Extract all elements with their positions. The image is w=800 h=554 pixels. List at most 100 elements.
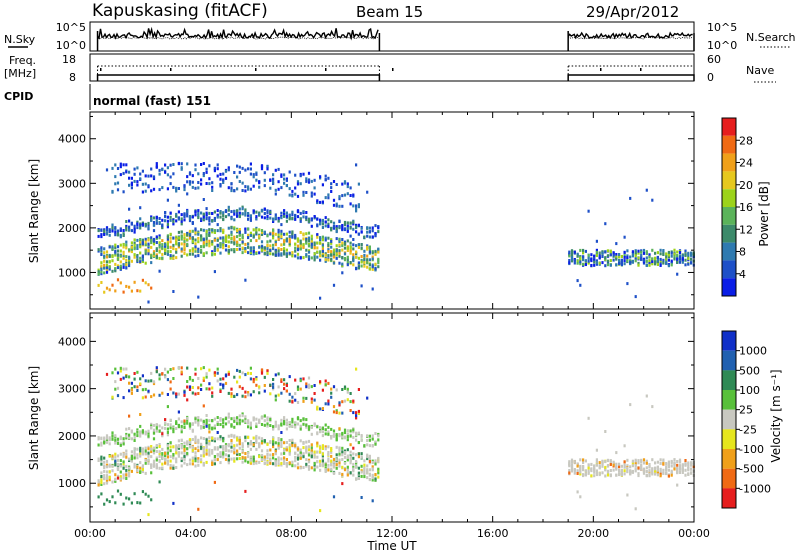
velocity-echo-cell <box>175 447 178 450</box>
velocity-echo-cell <box>144 492 147 496</box>
velocity-echo-cell <box>355 431 358 435</box>
power-echo-cell <box>155 219 158 223</box>
velocity-echo-cell <box>335 458 338 462</box>
velocity-echo-cell <box>341 446 344 450</box>
power-echo-cell <box>310 242 313 246</box>
power-echo-cell <box>687 253 690 257</box>
power-echo-cell <box>637 261 640 265</box>
power-echo-cell <box>280 252 283 256</box>
velocity-echo-cell <box>144 431 147 435</box>
velocity-echo-cell <box>139 413 142 416</box>
velocity-echo-cell <box>103 469 106 473</box>
velocity-echo-cell <box>615 462 618 466</box>
velocity-echo-cell <box>133 372 136 375</box>
power-echo-cell <box>637 251 640 255</box>
velocity-echo-cell <box>313 468 316 472</box>
velocity-echo-cell <box>227 370 230 374</box>
freq-panel: Freq. [MHz] 18 8 60 0 Nave <box>4 53 776 84</box>
power-echo-cell <box>355 207 358 211</box>
power-echo-cell <box>224 236 228 240</box>
velocity-echo-cell <box>128 474 131 478</box>
velocity-echo-cell <box>676 467 679 471</box>
velocity-echo-cell <box>360 434 363 438</box>
power-echo-cell <box>307 236 311 240</box>
power-echo-cell <box>130 229 133 233</box>
velocity-echo-cell <box>133 377 136 381</box>
velocity-echo-cell <box>294 455 297 459</box>
velocity-echo-cell <box>355 414 358 418</box>
power-echo-cell <box>191 239 194 243</box>
power-echo-cell <box>164 244 167 248</box>
velocity-echo-cell <box>150 371 153 375</box>
velocity-echo-cell <box>150 466 153 469</box>
power-echo-cell <box>654 256 657 260</box>
power-echo-cell <box>122 229 125 232</box>
velocity-echo-cell <box>321 427 324 430</box>
power-echo-cell <box>105 269 109 273</box>
power-echo-cell <box>188 231 192 235</box>
velocity-echo-cell <box>133 452 136 456</box>
power-echo-cell <box>615 242 618 246</box>
velocity-echo-cell <box>338 458 341 462</box>
power-echo-cell <box>576 254 579 258</box>
power-echo-cell <box>252 228 255 232</box>
power-echo-cell <box>172 290 175 293</box>
power-echo-cell <box>141 190 144 194</box>
power-echo-cell <box>233 210 236 214</box>
velocity-echo-cell <box>568 460 571 464</box>
power-echo-cell <box>366 247 369 251</box>
power-echo-cell <box>133 255 136 259</box>
power-echo-cell <box>97 272 100 276</box>
velocity-echo-cell <box>280 457 283 461</box>
velocity-colorbar-swatch <box>722 331 736 351</box>
velocity-echo-cell <box>285 464 288 468</box>
power-echo-cell <box>319 220 322 224</box>
velocity-echo-cell <box>673 467 676 471</box>
velocity-echo-cell <box>122 452 125 456</box>
velocity-echo-cell <box>266 418 269 422</box>
velocity-echo-cell <box>147 461 150 465</box>
power-echo-cell <box>352 253 355 257</box>
power-echo-cell <box>352 243 355 247</box>
velocity-echo-cell <box>125 375 128 379</box>
velocity-echo-cell <box>202 437 205 440</box>
power-echo-cell <box>183 218 186 222</box>
power-echo-cell <box>158 188 161 192</box>
velocity-echo-cell <box>338 403 341 407</box>
power-echo-cell <box>158 245 161 249</box>
velocity-echo-cell <box>618 462 621 466</box>
power-echo-cell <box>316 255 319 259</box>
velocity-echo-cell <box>175 466 178 469</box>
velocity-echo-cell <box>202 404 205 408</box>
velocity-echo-cell <box>335 453 338 457</box>
power-echo-cell <box>296 210 300 214</box>
power-echo-cell <box>224 215 228 219</box>
power-echo-cell <box>169 175 172 179</box>
power-echo-cell <box>125 163 128 167</box>
power-echo-cell <box>349 261 352 264</box>
power-echo-cell <box>285 239 288 243</box>
velocity-echo-cell <box>634 464 637 468</box>
velocity-echo-cell <box>125 477 128 480</box>
power-echo-cell <box>125 228 128 232</box>
velocity-echo-cell <box>122 473 125 477</box>
velocity-echo-cell <box>352 467 355 471</box>
power-echo-cell <box>269 239 272 243</box>
power-echo-cell <box>283 242 286 246</box>
velocity-echo-cell <box>662 458 665 462</box>
velocity-echo-cell <box>211 459 214 463</box>
power-echo-cell <box>307 231 311 235</box>
velocity-echo-cell <box>200 418 203 422</box>
power-echo-cell <box>335 256 338 260</box>
velocity-echo-cell <box>283 441 286 445</box>
power-echo-cell <box>670 254 673 258</box>
velocity-echo-cell <box>116 441 120 445</box>
velocity-echo-cell <box>200 388 203 391</box>
velocity-echo-cell <box>355 367 358 371</box>
velocity-echo-cell <box>144 461 147 465</box>
velocity-echo-cell <box>366 434 369 438</box>
power-echo-cell <box>255 210 258 214</box>
velocity-colorbar-swatch <box>722 409 736 430</box>
power-echo-cell <box>288 193 291 197</box>
power-echo-cell <box>219 242 222 246</box>
